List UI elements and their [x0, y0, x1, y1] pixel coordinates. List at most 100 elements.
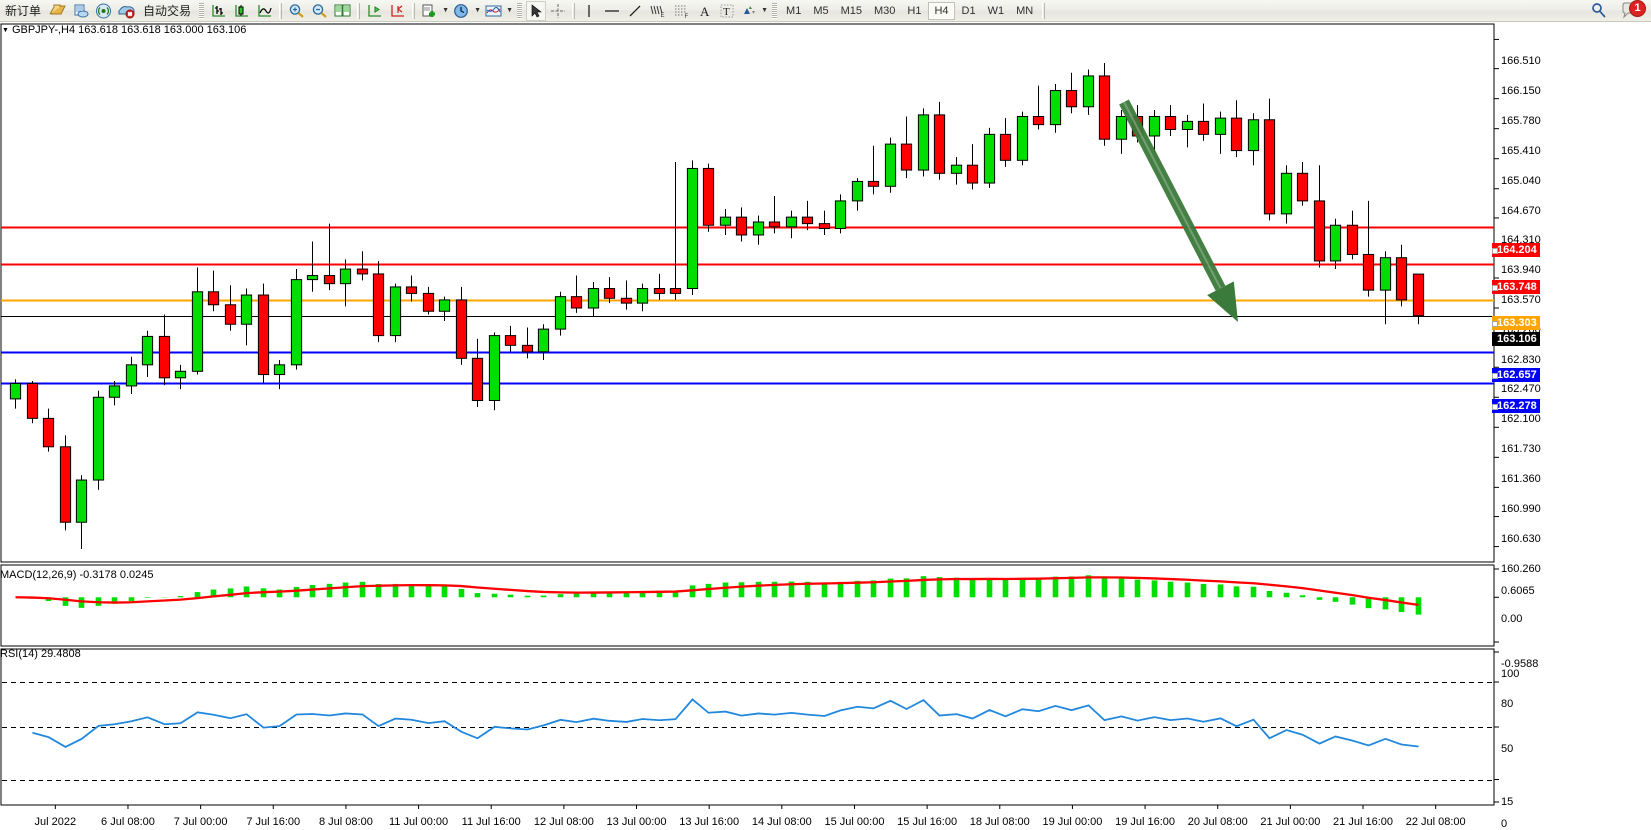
- time-tick-label: 21 Jul 16:00: [1333, 816, 1393, 828]
- price-tick-label: 160.630: [1501, 532, 1541, 545]
- auto-trading-label: 自动交易: [143, 4, 192, 18]
- time-tick-label: 19 Jul 16:00: [1115, 816, 1176, 828]
- chart-shift-icon[interactable]: [364, 1, 385, 21]
- toolbar-separator-4: [572, 2, 576, 19]
- new-order-button[interactable]: 新订单: [1, 1, 45, 21]
- time-tick-label: 22 Jul 08:00: [1405, 816, 1466, 828]
- macd-title: MACD(12,26,9) -0.3178 0.0245: [0, 569, 154, 581]
- toolbar-grip-1[interactable]: [199, 2, 205, 19]
- auto-trading-icon[interactable]: [116, 1, 137, 21]
- candlestick-chart-icon[interactable]: [231, 1, 252, 21]
- chart-canvas[interactable]: [0, 22, 1651, 830]
- price-tick-label: 164.670: [1501, 204, 1541, 217]
- svg-text:F: F: [685, 14, 689, 19]
- search-icon[interactable]: [1588, 1, 1610, 21]
- time-tick-label: 7 Jul 16:00: [246, 816, 301, 828]
- crosshair-icon[interactable]: [548, 1, 568, 21]
- svg-text:E: E: [661, 13, 665, 19]
- svg-text:T: T: [723, 6, 730, 18]
- price-pane: [0, 23, 1495, 563]
- time-tick-label: 11 Jul 16:00: [461, 816, 521, 828]
- macd-tick-label: 0.6065: [1501, 585, 1535, 597]
- timeframe-m15[interactable]: M15: [840, 4, 862, 17]
- rsi-line: [32, 698, 1419, 748]
- templates-chevron-down-icon[interactable]: ▼: [506, 7, 513, 14]
- price-tick-label: 165.780: [1501, 114, 1541, 127]
- chart-area[interactable]: 166.510 166.150 165.780 165.410 165.040 164.6…: [0, 22, 1651, 830]
- pivot-line-tag[interactable]: 163.303: [1492, 315, 1540, 330]
- shapes-chevron-down-icon[interactable]: ▼: [761, 7, 768, 14]
- zoom-out-icon[interactable]: [309, 1, 330, 21]
- vertical-line-icon[interactable]: [579, 1, 599, 21]
- support-line-2-tag[interactable]: 162.278: [1492, 398, 1540, 413]
- down-trend-arrow[interactable]: [1119, 99, 1238, 322]
- add-indicator-chevron-down-icon[interactable]: ▼: [442, 7, 449, 14]
- collapse-chevron-icon[interactable]: ▼: [2, 26, 9, 34]
- time-tick-label: 7 Jul 00:00: [173, 816, 228, 828]
- templates-icon[interactable]: [483, 1, 504, 21]
- horizontal-line-icon[interactable]: [601, 1, 623, 21]
- period-icon[interactable]: [451, 1, 472, 21]
- rsi-tick-label: 0: [1501, 818, 1508, 830]
- svg-text:A: A: [700, 4, 710, 19]
- time-tick-label: 13 Jul 00:00: [606, 816, 667, 828]
- time-tick-label: 15 Jul 00:00: [824, 816, 885, 828]
- bar-chart-icon[interactable]: [208, 1, 229, 21]
- add-indicator-icon[interactable]: [419, 1, 440, 21]
- toolbar-right-group: 1: [1587, 0, 1651, 21]
- toolbar-grip-2[interactable]: [517, 2, 523, 19]
- timeframe-m30[interactable]: M30: [874, 4, 896, 17]
- timeframe-m5[interactable]: M5: [813, 4, 829, 17]
- auto-trading-button[interactable]: 自动交易: [139, 1, 195, 21]
- support-line-1-tag[interactable]: 162.657: [1492, 367, 1540, 382]
- rsi-title: RSI(14) 29.4808: [0, 648, 81, 660]
- fibonacci-icon[interactable]: F: [671, 1, 693, 21]
- print-preview-icon[interactable]: [70, 1, 91, 21]
- auto-scroll-icon[interactable]: [387, 1, 408, 21]
- price-tick-label: 162.830: [1501, 354, 1541, 367]
- time-tick-label: 12 Jul 08:00: [533, 816, 594, 828]
- broadcast-icon[interactable]: [93, 1, 114, 21]
- alerts-badge: 1: [1629, 0, 1646, 17]
- rsi-pane: [0, 648, 1495, 806]
- time-tick-label: Jul 2022: [34, 816, 77, 828]
- macd-tick-label: 0.00: [1501, 613, 1523, 626]
- price-tick-label: 166.510: [1501, 55, 1541, 68]
- line-chart-icon[interactable]: [254, 1, 275, 21]
- tile-windows-icon[interactable]: [332, 1, 353, 21]
- toolbar-separator-2: [357, 2, 361, 19]
- current-price-line-tag[interactable]: 163.106: [1492, 331, 1540, 346]
- price-tick-label: 162.470: [1501, 383, 1541, 396]
- macd-signal-line: [15, 576, 1419, 607]
- toolbar-separator-5: [1042, 2, 1046, 19]
- rsi-tick-label: 50: [1501, 743, 1514, 755]
- period-chevron-down-icon[interactable]: ▼: [474, 7, 481, 14]
- candlestick-series: [9, 62, 1425, 550]
- folder-icon[interactable]: [47, 1, 68, 21]
- resistance-line-2-tag[interactable]: 163.748: [1492, 279, 1540, 294]
- time-tick-label: 6 Jul 08:00: [101, 816, 155, 828]
- trendline-icon[interactable]: [625, 1, 645, 21]
- elliott-wave-icon[interactable]: E: [647, 1, 669, 21]
- timeframe-h1[interactable]: H1: [907, 4, 922, 17]
- timeframe-d1[interactable]: D1: [961, 4, 976, 17]
- timeframe-m1[interactable]: M1: [786, 4, 802, 17]
- shapes-icon[interactable]: [739, 1, 759, 21]
- timeframe-mn[interactable]: MN: [1016, 4, 1034, 17]
- symbol-info-bar: ▼ GBPJPY-,H4 163.618 163.618 163.000 163…: [0, 23, 1495, 37]
- resistance-line-1-tag[interactable]: 164.204: [1492, 242, 1540, 257]
- rsi-tick-label: 100: [1501, 668, 1520, 680]
- text-label-icon[interactable]: A: [695, 1, 715, 21]
- timeframe-h4[interactable]: H4: [928, 1, 955, 20]
- toolbar-grip-3[interactable]: [772, 2, 778, 19]
- rsi-tick-label: 80: [1501, 698, 1514, 710]
- alerts-icon[interactable]: 1: [1618, 0, 1646, 21]
- zoom-in-icon[interactable]: [286, 1, 307, 21]
- time-tick-label: 14 Jul 08:00: [751, 816, 812, 828]
- time-tick-label: 8 Jul 08:00: [319, 816, 373, 828]
- text-object-icon[interactable]: T: [717, 1, 737, 21]
- price-tick-label: 165.410: [1501, 144, 1541, 157]
- timeframe-w1[interactable]: W1: [987, 4, 1005, 17]
- cursor-icon[interactable]: [526, 0, 547, 21]
- time-tick-label: 13 Jul 16:00: [679, 816, 740, 828]
